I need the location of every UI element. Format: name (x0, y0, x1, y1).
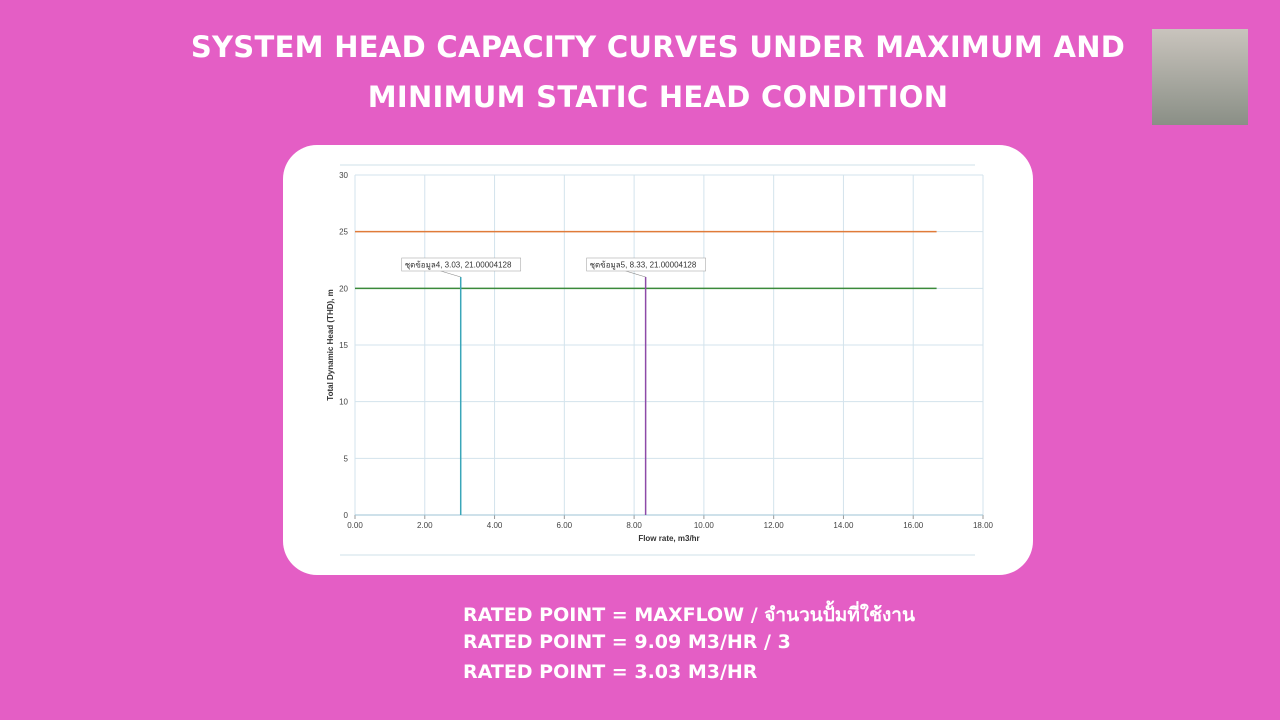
chart-card (283, 145, 1033, 575)
x-tick-label: 6.00 (557, 521, 573, 530)
note: RATED POINT = MAXFLOW / จำนวนปั้มที่ใช้ง… (463, 604, 915, 626)
callout-box (586, 257, 706, 272)
slide-title: SYSTEM HEAD CAPACITY CURVES UNDER MAXIMU… (190, 30, 1126, 64)
x-tick-label: 18.00 (973, 521, 994, 530)
y-tick-label: 30 (339, 171, 348, 180)
x-tick-label: 8.00 (626, 521, 642, 530)
x-tick-label: 0.00 (347, 521, 363, 530)
callout-leader (440, 270, 461, 278)
y-tick-label: 20 (339, 284, 348, 293)
y-tick-label: 5 (344, 454, 349, 463)
note: RATED POINT = 3.03 M3/HR (463, 661, 758, 683)
x-tick-label: 10.00 (694, 521, 715, 530)
x-tick-label: 14.00 (833, 521, 854, 530)
y-axis-label: Total Dynamic Head (THD), m (326, 289, 335, 400)
note: RATED POINT = 9.09 M3/HR / 3 (463, 631, 791, 653)
annotation: ชุดข้อมูล4, 3.03, 21.00004128 (405, 261, 512, 271)
webcam (1152, 29, 1248, 125)
slide-title: MINIMUM STATIC HEAD CONDITION (367, 80, 949, 114)
y-tick-label: 0 (344, 511, 349, 520)
y-tick-label: 25 (339, 228, 348, 237)
annotation: ชุดข้อมูล5, 8.33, 21.00004128 (590, 261, 697, 271)
x-tick-label: 2.00 (417, 521, 433, 530)
y-tick-label: 10 (339, 398, 348, 407)
y-tick-label: 15 (339, 341, 348, 350)
callout-leader (625, 270, 646, 278)
x-tick-label: 4.00 (487, 521, 503, 530)
callout-box (401, 257, 522, 272)
x-tick-label: 16.00 (903, 521, 924, 530)
x-tick-label: 12.00 (764, 521, 785, 530)
x-axis-label: Flow rate, m3/hr (638, 534, 699, 543)
